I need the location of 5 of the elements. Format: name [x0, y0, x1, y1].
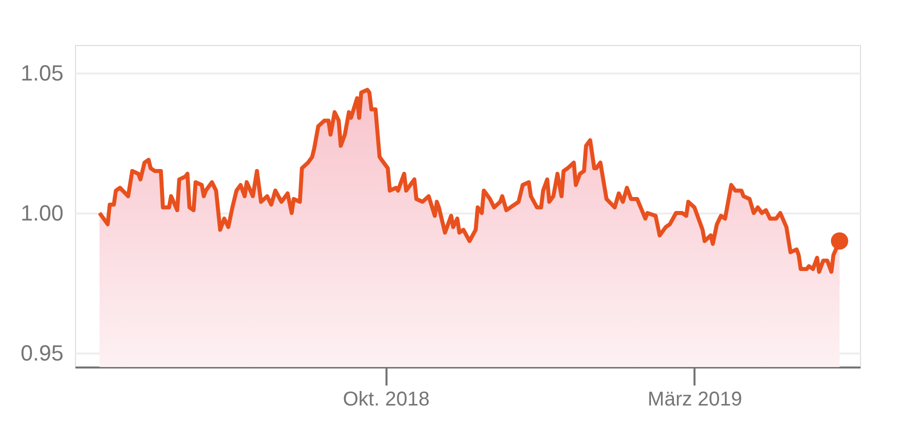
x-tick-label: März 2019: [648, 388, 742, 410]
y-tick-label: 1.05: [20, 60, 64, 86]
y-tick-label: 1.00: [20, 200, 64, 226]
y-tick-label: 0.95: [20, 340, 64, 366]
x-tick-label: Okt. 2018: [342, 388, 430, 410]
